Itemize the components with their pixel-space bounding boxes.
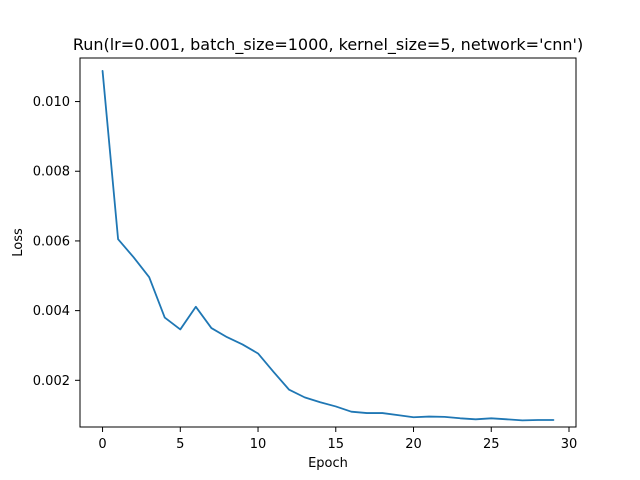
x-tick-label: 0 (98, 437, 106, 452)
chart-title: Run(lr=0.001, batch_size=1000, kernel_si… (73, 35, 583, 55)
plot-frame (79, 57, 577, 428)
y-tick-label: 0.010 (33, 95, 70, 110)
x-tick-label: 25 (483, 437, 500, 452)
y-axis-ticks: 0.002 0.004 0.006 0.008 0.010 (33, 95, 80, 389)
plot-area (80, 58, 576, 427)
y-tick-label: 0.002 (33, 374, 70, 389)
y-tick-label: 0.004 (33, 304, 70, 319)
x-axis-label: Epoch (308, 456, 348, 471)
y-axis-label: Loss (11, 228, 26, 257)
y-tick-label: 0.008 (33, 165, 70, 180)
y-tick-label: 0.006 (33, 234, 70, 249)
x-tick-label: 30 (561, 437, 578, 452)
x-tick-label: 10 (250, 437, 267, 452)
x-tick-label: 15 (328, 437, 345, 452)
x-tick-label: 5 (176, 437, 184, 452)
x-tick-label: 20 (405, 437, 422, 452)
loss-series-line (101, 69, 555, 422)
series-group (101, 69, 555, 422)
x-axis-ticks: 0 5 10 15 20 25 30 (98, 427, 577, 452)
